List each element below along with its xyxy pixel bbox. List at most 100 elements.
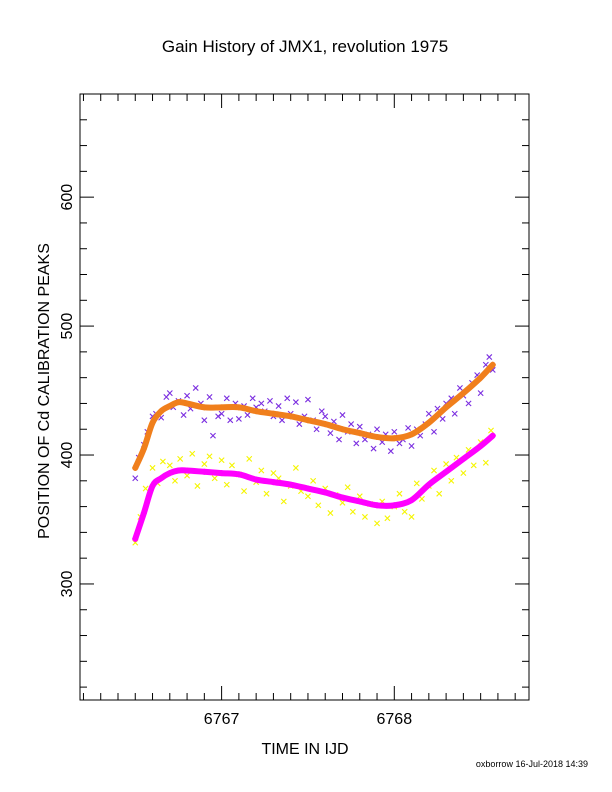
scatter-point [177,455,184,462]
scatter-point [315,502,322,509]
scatter-point [431,467,438,474]
scatter-point [189,450,196,457]
fit-point [477,442,484,449]
scatter-point [228,462,235,469]
chart-title: Gain History of JMX1, revolution 1975 [162,37,448,56]
scatter-point [292,399,299,406]
axis-ticks [80,93,529,700]
fit-point [460,455,467,462]
scatter-point [336,436,343,443]
scatter-point [387,448,394,455]
axis-tick-labels: 6767 6768 300 400 500 600 [59,184,412,728]
scatter-point [244,412,251,419]
fit-point [477,374,484,381]
series-layer [132,354,496,546]
fit-point [158,475,165,482]
scatter-point [374,426,381,433]
scatter-point [275,403,282,410]
scatter-point [322,413,329,420]
scatter-point [370,445,377,452]
scatter-point [235,415,242,422]
scatter-point [218,410,225,417]
scatter-point [201,417,208,424]
scatter-point [223,481,230,488]
scatter-point [149,464,156,471]
scatter-point [425,410,432,417]
lower_trend-fit-points [132,432,496,542]
scatter-point [339,412,346,419]
scatter-point [439,415,446,422]
fit-point [460,390,467,397]
scatter-point [408,513,415,520]
upper_scatter-points [132,354,496,482]
upper_trend-fit-points [132,361,496,471]
scatter-point [209,432,216,439]
scatter-point [241,488,248,495]
scatter-point [296,421,303,428]
fit-point [270,479,277,486]
fit-point [443,404,450,411]
scatter-point [405,424,412,431]
scatter-point [401,508,408,515]
y-axis-label: POSITION OF Cd CALIBRATION PEAKS [36,243,53,539]
scatter-point [266,397,273,404]
scatter-point [408,443,415,449]
scatter-point [280,498,287,505]
scatter-point [258,467,265,474]
fit-point [489,432,496,439]
fit-point [322,421,329,428]
scatter-point [313,426,320,433]
scatter-point [184,392,191,399]
scatter-point [263,490,270,497]
fit-point [287,481,294,488]
scatter-point [206,394,213,400]
scatter-point [460,470,467,477]
scatter-point [194,482,201,489]
fit-point [339,426,346,433]
y-tick-label: 500 [59,313,76,340]
scatter-point [206,453,213,460]
scatter-point [246,455,253,462]
fit-point [253,408,260,415]
scatter-point [448,477,455,484]
fit-point [184,467,191,474]
fit-point [149,419,156,426]
x-tick-label: 6768 [377,711,413,728]
fit-point [218,470,225,477]
scatter-point [413,480,420,487]
fit-point [132,535,139,542]
x-tick-label: 6767 [204,711,240,728]
fit-point [374,502,381,509]
scatter-point [166,390,173,397]
scatter-point [482,459,489,466]
fit-point [425,419,432,426]
fit-point [175,467,182,474]
fit-point [322,489,329,496]
scatter-point [486,354,493,361]
fit-point [201,468,208,475]
fit-point [166,403,173,410]
scatter-point [327,430,334,437]
scatter-point [465,400,472,407]
scatter-point [384,515,391,522]
scatter-point [396,490,403,497]
scatter-point [279,417,286,424]
upper_trend-line [132,361,496,471]
plot-frame [79,93,530,701]
scatter-point [304,396,311,403]
scatter-point [215,413,222,420]
scatter-point [171,477,178,484]
x-axis-label: TIME IN IJD [261,741,348,758]
fit-point [489,361,496,368]
fit-point [235,404,242,411]
y-tick-label: 400 [59,442,76,469]
scatter-point [391,428,398,435]
fit-point [408,431,415,438]
scatter-point [456,384,463,391]
fit-point [166,470,173,477]
footer-credit: oxborrow 16-Jul-2018 14:39 [476,759,588,769]
fit-point [356,498,363,505]
fit-point [184,400,191,407]
scatter-point [477,390,484,397]
